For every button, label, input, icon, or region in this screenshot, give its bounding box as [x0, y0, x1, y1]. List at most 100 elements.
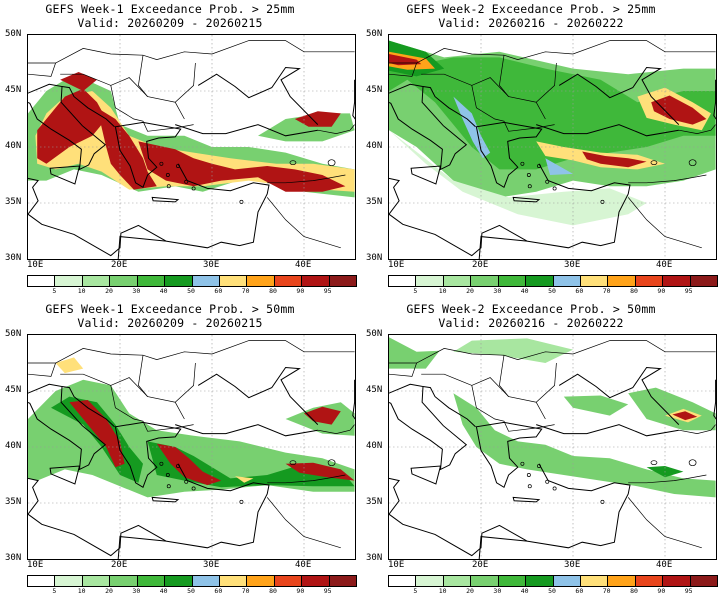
- country-border: [28, 40, 355, 64]
- probability-region: [37, 88, 107, 164]
- colorbar-segment: [635, 276, 664, 286]
- colorbar-segment: [247, 276, 275, 286]
- coastline: [175, 424, 318, 437]
- colorbar-tick-label: 95: [684, 587, 693, 595]
- colorbar-segment: [110, 576, 138, 586]
- coastline: [478, 463, 631, 559]
- colorbar-tick-label: 60: [575, 587, 584, 595]
- colorbar-segment: [443, 276, 472, 286]
- country-border: [110, 85, 194, 132]
- lat-label: 50N: [366, 29, 383, 39]
- coastline: [713, 79, 716, 120]
- coastline: [352, 79, 355, 120]
- island: [552, 486, 557, 491]
- colorbar-tick-label: 50: [548, 587, 556, 595]
- probability-region: [582, 151, 647, 168]
- colorbar-segment: [137, 576, 166, 586]
- colorbar-tick-label: 60: [575, 287, 584, 295]
- probability-region: [138, 141, 346, 192]
- coastline: [175, 124, 318, 137]
- colorbar-tick-label: 10: [438, 287, 447, 295]
- country-border: [535, 102, 546, 120]
- colorbar-tick-label: 60: [214, 587, 223, 595]
- coastline: [410, 465, 442, 485]
- coastline: [49, 165, 81, 185]
- country-border: [628, 474, 707, 484]
- colorbar-segment: [553, 276, 581, 286]
- country-border: [389, 62, 417, 77]
- colorbar-tick-label: 10: [77, 587, 86, 595]
- colorbar-segment: [553, 576, 581, 586]
- probability-region: [453, 393, 716, 498]
- colorbar-segment: [302, 576, 330, 586]
- colorbar-tick-label: 70: [241, 287, 250, 295]
- country-border: [266, 497, 341, 549]
- colorbar-labels: 5 10 20 30 40 50 60 70 80 90 95: [388, 588, 716, 596]
- lon-label: 30E: [564, 260, 581, 270]
- probability-region: [651, 95, 707, 125]
- colorbar-tick-label: 50: [548, 287, 556, 295]
- colorbar-tick-label: 70: [241, 587, 250, 595]
- coastline: [151, 496, 180, 503]
- colorbar-tick-label: 70: [602, 287, 611, 295]
- country-border: [421, 62, 557, 103]
- colorbar-tick-label: 20: [105, 287, 113, 295]
- probability-region: [97, 107, 157, 190]
- colorbar-tick-label: 80: [630, 287, 638, 295]
- lat-label: 35N: [5, 497, 22, 507]
- colorbar-tick-label: 95: [323, 287, 332, 295]
- colorbar-segment: [28, 576, 56, 586]
- lake: [650, 460, 658, 466]
- probability-map: [388, 334, 717, 560]
- island: [176, 464, 180, 468]
- coastline: [536, 424, 679, 437]
- coastline: [389, 383, 468, 471]
- lat-label: 45N: [366, 385, 383, 395]
- lon-label: 10E: [27, 260, 44, 270]
- country-border: [317, 424, 355, 434]
- lake: [688, 159, 697, 167]
- country-border: [28, 362, 56, 377]
- coastline: [713, 379, 716, 420]
- colorbar-tick-label: 40: [159, 587, 168, 595]
- island: [159, 161, 164, 166]
- coastline: [558, 66, 680, 125]
- country-border: [110, 385, 194, 432]
- probability-region: [285, 462, 355, 481]
- colorbar-tick-label: 90: [657, 587, 666, 595]
- country-border: [174, 402, 185, 420]
- country-border: [421, 362, 557, 403]
- colorbar: [388, 575, 718, 587]
- lat-label: 30N: [366, 553, 383, 563]
- colorbar-tick-label: 60: [214, 287, 223, 295]
- country-border: [60, 62, 196, 103]
- colorbar-segment: [28, 276, 56, 286]
- lat-label: 40N: [366, 141, 383, 151]
- country-border: [138, 55, 148, 97]
- coastline: [197, 66, 319, 125]
- colorbar-segment: [471, 576, 499, 586]
- island: [520, 461, 525, 466]
- colorbar-tick-label: 95: [684, 287, 693, 295]
- colorbar-segment: [55, 276, 83, 286]
- colorbar-segment: [274, 576, 303, 586]
- island: [176, 164, 180, 168]
- probability-region: [55, 357, 84, 374]
- coastline: [28, 477, 167, 557]
- probability-region: [389, 337, 440, 369]
- colorbar-tick-label: 80: [630, 587, 638, 595]
- country-border: [499, 355, 509, 397]
- colorbar-tick-label: 30: [493, 287, 502, 295]
- lake: [289, 160, 297, 166]
- colorbar-segment: [526, 276, 554, 286]
- colorbar-tick-label: 20: [466, 587, 474, 595]
- country-border: [138, 355, 148, 397]
- country-border: [499, 55, 509, 97]
- colorbar-segment: [635, 576, 664, 586]
- colorbar-segment: [82, 576, 111, 586]
- country-border: [627, 497, 702, 549]
- coastline: [49, 465, 81, 485]
- lon-label: 10E: [27, 560, 44, 570]
- colorbar-segment: [329, 576, 357, 586]
- lat-label: 45N: [366, 85, 383, 95]
